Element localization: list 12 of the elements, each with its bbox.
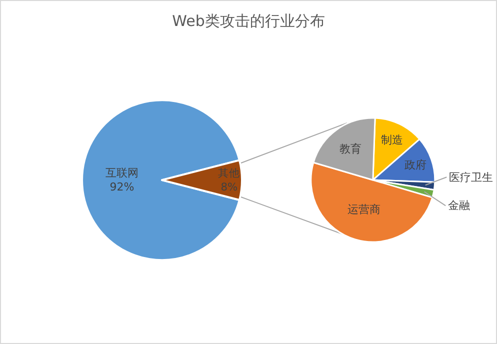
slice-label: 教育: [339, 142, 362, 156]
slice-label: 其他: [218, 166, 240, 180]
data-label: 92%: [110, 180, 134, 194]
chart-title: Web类攻击的行业分布: [172, 12, 325, 30]
slice-label: 政府: [404, 158, 427, 172]
slice-label: 互联网: [106, 166, 139, 180]
slice-label: 运营商: [348, 203, 381, 216]
slice-label: 金融: [448, 199, 470, 212]
data-label: 8%: [220, 180, 238, 194]
pie-slice: [81, 99, 240, 262]
slice-label: 医疗卫生: [449, 171, 493, 184]
slice-label: 制造: [380, 133, 403, 146]
